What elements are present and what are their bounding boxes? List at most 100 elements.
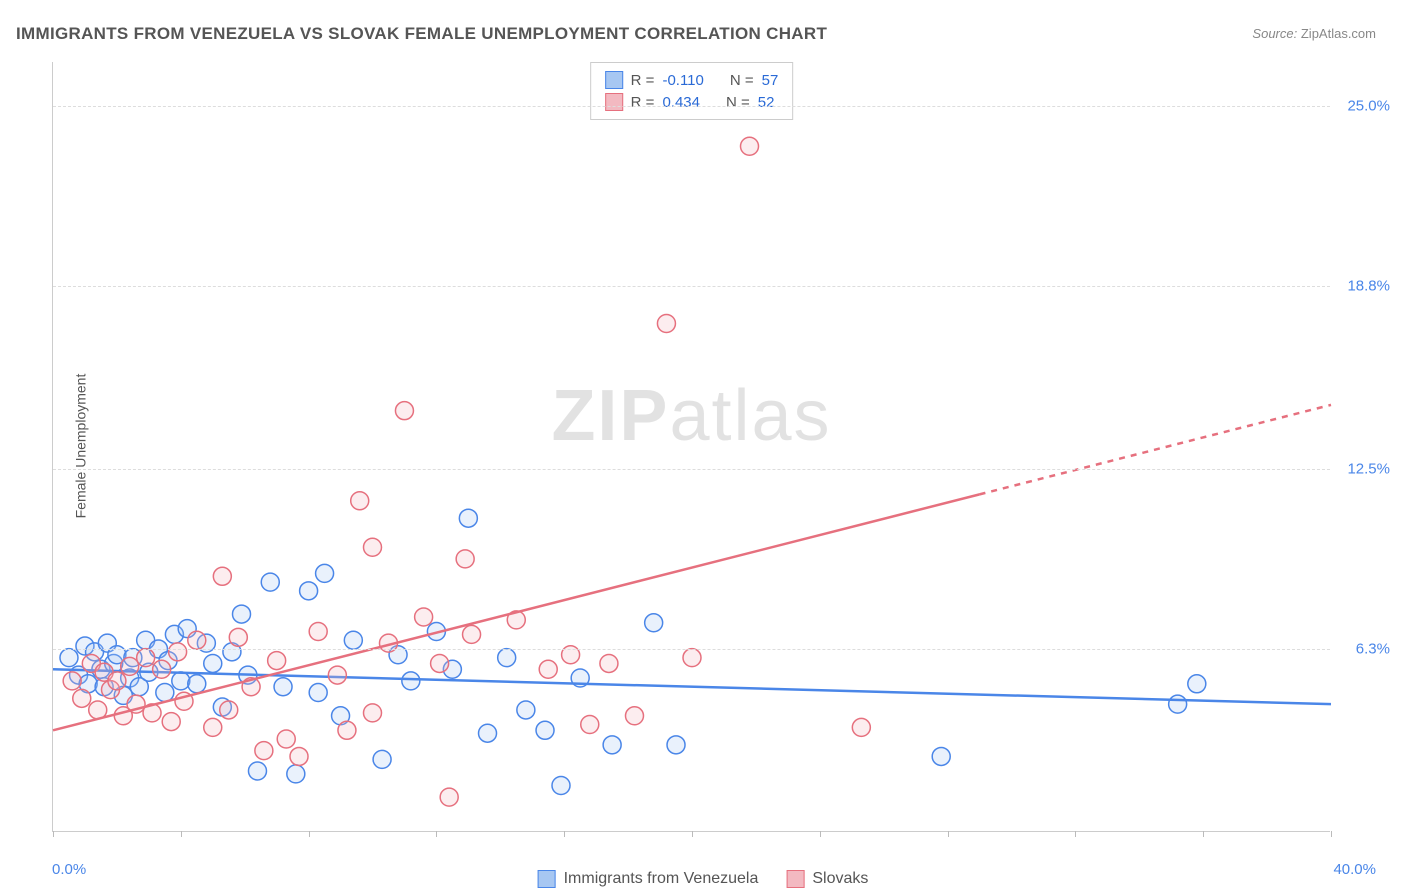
scatter-point-venezuela xyxy=(261,573,279,591)
scatter-point-slovaks xyxy=(137,649,155,667)
source-attribution: Source: ZipAtlas.com xyxy=(1252,26,1376,41)
x-axis-max-label: 40.0% xyxy=(1333,861,1376,878)
x-tick xyxy=(948,831,949,837)
scatter-point-slovaks xyxy=(415,608,433,626)
x-tick xyxy=(181,831,182,837)
scatter-point-slovaks xyxy=(657,315,675,333)
scatter-point-slovaks xyxy=(600,654,618,672)
scatter-point-slovaks xyxy=(108,672,126,690)
scatter-point-slovaks xyxy=(188,631,206,649)
scatter-point-slovaks xyxy=(121,657,139,675)
scatter-point-venezuela xyxy=(156,684,174,702)
scatter-point-venezuela xyxy=(517,701,535,719)
scatter-point-slovaks xyxy=(73,689,91,707)
regression-line-dashed-slovaks xyxy=(980,405,1331,494)
x-tick xyxy=(1203,831,1204,837)
scatter-point-slovaks xyxy=(431,654,449,672)
grid-line xyxy=(53,469,1330,470)
x-tick xyxy=(820,831,821,837)
scatter-point-slovaks xyxy=(63,672,81,690)
scatter-point-venezuela xyxy=(188,675,206,693)
scatter-point-slovaks xyxy=(625,707,643,725)
scatter-point-venezuela xyxy=(287,765,305,783)
y-tick-label: 12.5% xyxy=(1347,460,1390,477)
legend-item-venezuela: Immigrants from Venezuela xyxy=(538,870,759,888)
scatter-point-venezuela xyxy=(479,724,497,742)
scatter-point-slovaks xyxy=(440,788,458,806)
scatter-point-slovaks xyxy=(255,742,273,760)
scatter-point-slovaks xyxy=(229,628,247,646)
scatter-point-slovaks xyxy=(277,730,295,748)
scatter-point-slovaks xyxy=(463,625,481,643)
scatter-point-slovaks xyxy=(364,538,382,556)
x-tick xyxy=(692,831,693,837)
scatter-point-slovaks xyxy=(162,713,180,731)
series-name-venezuela: Immigrants from Venezuela xyxy=(564,870,759,888)
scatter-point-venezuela xyxy=(344,631,362,649)
series-name-slovaks: Slovaks xyxy=(812,870,868,888)
chart-svg xyxy=(53,62,1330,831)
scatter-point-slovaks xyxy=(290,747,308,765)
swatch-venezuela xyxy=(538,870,556,888)
x-tick xyxy=(1331,831,1332,837)
scatter-point-venezuela xyxy=(204,654,222,672)
scatter-point-venezuela xyxy=(300,582,318,600)
y-tick-label: 25.0% xyxy=(1347,97,1390,114)
scatter-point-slovaks xyxy=(220,701,238,719)
scatter-point-venezuela xyxy=(667,736,685,754)
scatter-point-slovaks xyxy=(153,660,171,678)
chart-container: IMMIGRANTS FROM VENEZUELA VS SLOVAK FEMA… xyxy=(0,0,1406,892)
grid-line xyxy=(53,106,1330,107)
scatter-point-slovaks xyxy=(852,718,870,736)
scatter-point-slovaks xyxy=(395,402,413,420)
scatter-point-venezuela xyxy=(172,672,190,690)
x-tick xyxy=(436,831,437,837)
scatter-point-slovaks xyxy=(581,715,599,733)
grid-line xyxy=(53,286,1330,287)
scatter-point-venezuela xyxy=(274,678,292,696)
x-tick xyxy=(53,831,54,837)
source-name: ZipAtlas.com xyxy=(1301,26,1376,41)
chart-title: IMMIGRANTS FROM VENEZUELA VS SLOVAK FEMA… xyxy=(16,24,827,44)
scatter-point-slovaks xyxy=(338,721,356,739)
scatter-point-venezuela xyxy=(1169,695,1187,713)
scatter-point-venezuela xyxy=(932,747,950,765)
scatter-point-venezuela xyxy=(60,649,78,667)
scatter-point-slovaks xyxy=(328,666,346,684)
scatter-point-slovaks xyxy=(351,492,369,510)
y-tick-label: 6.3% xyxy=(1356,640,1390,657)
scatter-point-venezuela xyxy=(536,721,554,739)
y-tick-label: 18.8% xyxy=(1347,277,1390,294)
scatter-point-slovaks xyxy=(169,643,187,661)
x-axis-min-label: 0.0% xyxy=(52,861,86,878)
scatter-point-slovaks xyxy=(364,704,382,722)
grid-line xyxy=(53,649,1330,650)
scatter-point-venezuela xyxy=(373,750,391,768)
scatter-point-venezuela xyxy=(248,762,266,780)
source-label: Source: xyxy=(1252,26,1297,41)
scatter-point-venezuela xyxy=(459,509,477,527)
plot-area: ZIPatlas R = -0.110 N = 57 R = 0.434 N =… xyxy=(52,62,1330,832)
scatter-point-slovaks xyxy=(683,649,701,667)
scatter-point-slovaks xyxy=(456,550,474,568)
x-tick xyxy=(1075,831,1076,837)
scatter-point-venezuela xyxy=(645,614,663,632)
legend-item-slovaks: Slovaks xyxy=(786,870,868,888)
scatter-point-slovaks xyxy=(213,567,231,585)
regression-line-slovaks xyxy=(53,494,980,730)
scatter-point-slovaks xyxy=(539,660,557,678)
swatch-slovaks xyxy=(786,870,804,888)
series-legend: Immigrants from Venezuela Slovaks xyxy=(538,870,869,888)
scatter-point-venezuela xyxy=(1188,675,1206,693)
scatter-point-slovaks xyxy=(204,718,222,736)
x-tick xyxy=(309,831,310,837)
scatter-point-venezuela xyxy=(552,777,570,795)
scatter-point-venezuela xyxy=(233,605,251,623)
scatter-point-slovaks xyxy=(268,652,286,670)
scatter-point-venezuela xyxy=(402,672,420,690)
x-tick xyxy=(564,831,565,837)
scatter-point-venezuela xyxy=(316,564,334,582)
scatter-point-venezuela xyxy=(603,736,621,754)
scatter-point-slovaks xyxy=(741,137,759,155)
scatter-point-slovaks xyxy=(309,623,327,641)
